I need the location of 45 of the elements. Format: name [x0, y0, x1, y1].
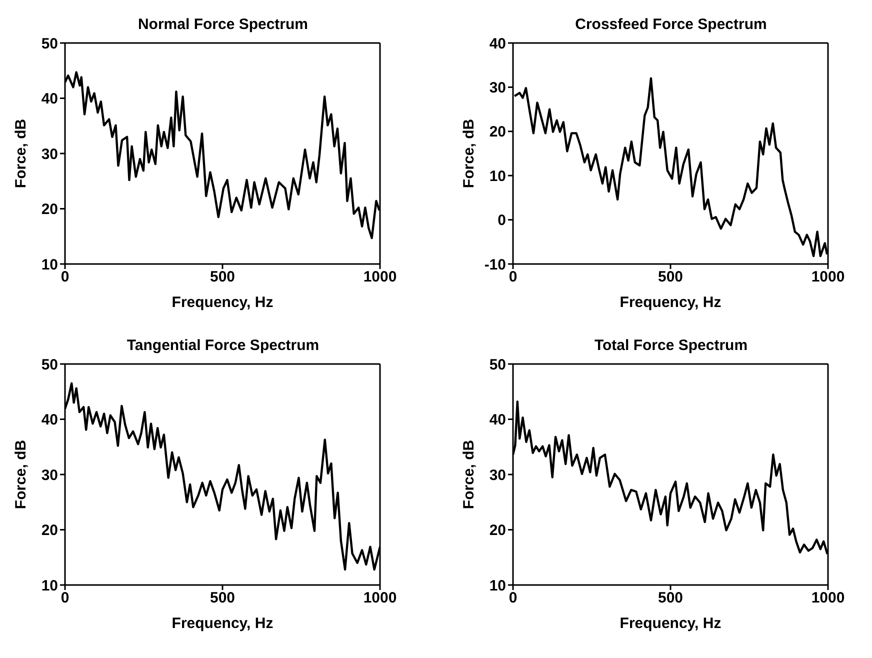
y-tick-label: 40 — [489, 35, 506, 52]
y-tick-label: 40 — [41, 90, 58, 108]
y-tick-label: 10 — [489, 168, 506, 185]
y-tick-label: 30 — [41, 466, 58, 484]
x-tick-label: 1000 — [363, 268, 397, 286]
y-tick-label: 40 — [489, 412, 506, 429]
chart-title: Total Force Spectrum — [593, 337, 749, 354]
y-tick-label: 20 — [41, 522, 58, 540]
y-tick-label: 50 — [41, 35, 58, 52]
y-axis-title: Force, dB — [12, 118, 30, 188]
y-tick-label: 30 — [41, 146, 58, 163]
x-tick-label: 1000 — [363, 590, 397, 607]
x-axis-title: Frequency, Hz — [620, 294, 722, 311]
y-axis-title: Force, dB — [460, 440, 478, 510]
x-axis-title: Frequency, Hz — [620, 615, 722, 632]
x-axis-title: Frequency, Hz — [172, 615, 274, 632]
y-tick-label: 20 — [41, 201, 58, 218]
y-tick-label: 30 — [489, 80, 506, 97]
y-tick-label: 10 — [41, 577, 58, 594]
x-tick-label: 500 — [658, 268, 684, 286]
y-tick-label: 40 — [41, 412, 58, 429]
y-tick-label: 20 — [489, 522, 506, 540]
y-tick-label: 50 — [41, 356, 58, 374]
y-axis-title: Force, dB — [460, 118, 478, 188]
y-tick-label: 0 — [498, 212, 506, 230]
x-tick-label: 0 — [60, 590, 70, 607]
x-tick-label: 1000 — [811, 590, 845, 607]
x-tick-label: 0 — [60, 268, 70, 286]
chart-title: Tangential Force Spectrum — [126, 337, 320, 354]
chart-title: Crossfeed Force Spectrum — [574, 16, 768, 33]
x-tick-label: 500 — [210, 590, 236, 607]
y-tick-label: -10 — [484, 256, 506, 274]
y-tick-label: 50 — [489, 356, 506, 374]
y-tick-label: 10 — [489, 577, 506, 594]
y-tick-label: 10 — [41, 256, 58, 274]
y-tick-label: 30 — [489, 466, 506, 484]
x-tick-label: 0 — [508, 268, 518, 286]
chart-title: Normal Force Spectrum — [136, 16, 310, 33]
y-tick-label: 20 — [489, 124, 506, 141]
x-tick-label: 500 — [210, 268, 236, 286]
y-axis-title: Force, dB — [12, 440, 30, 510]
x-tick-label: 1000 — [811, 268, 845, 286]
x-tick-label: 0 — [508, 590, 518, 607]
x-tick-label: 500 — [658, 590, 684, 607]
x-axis-title: Frequency, Hz — [172, 294, 274, 311]
